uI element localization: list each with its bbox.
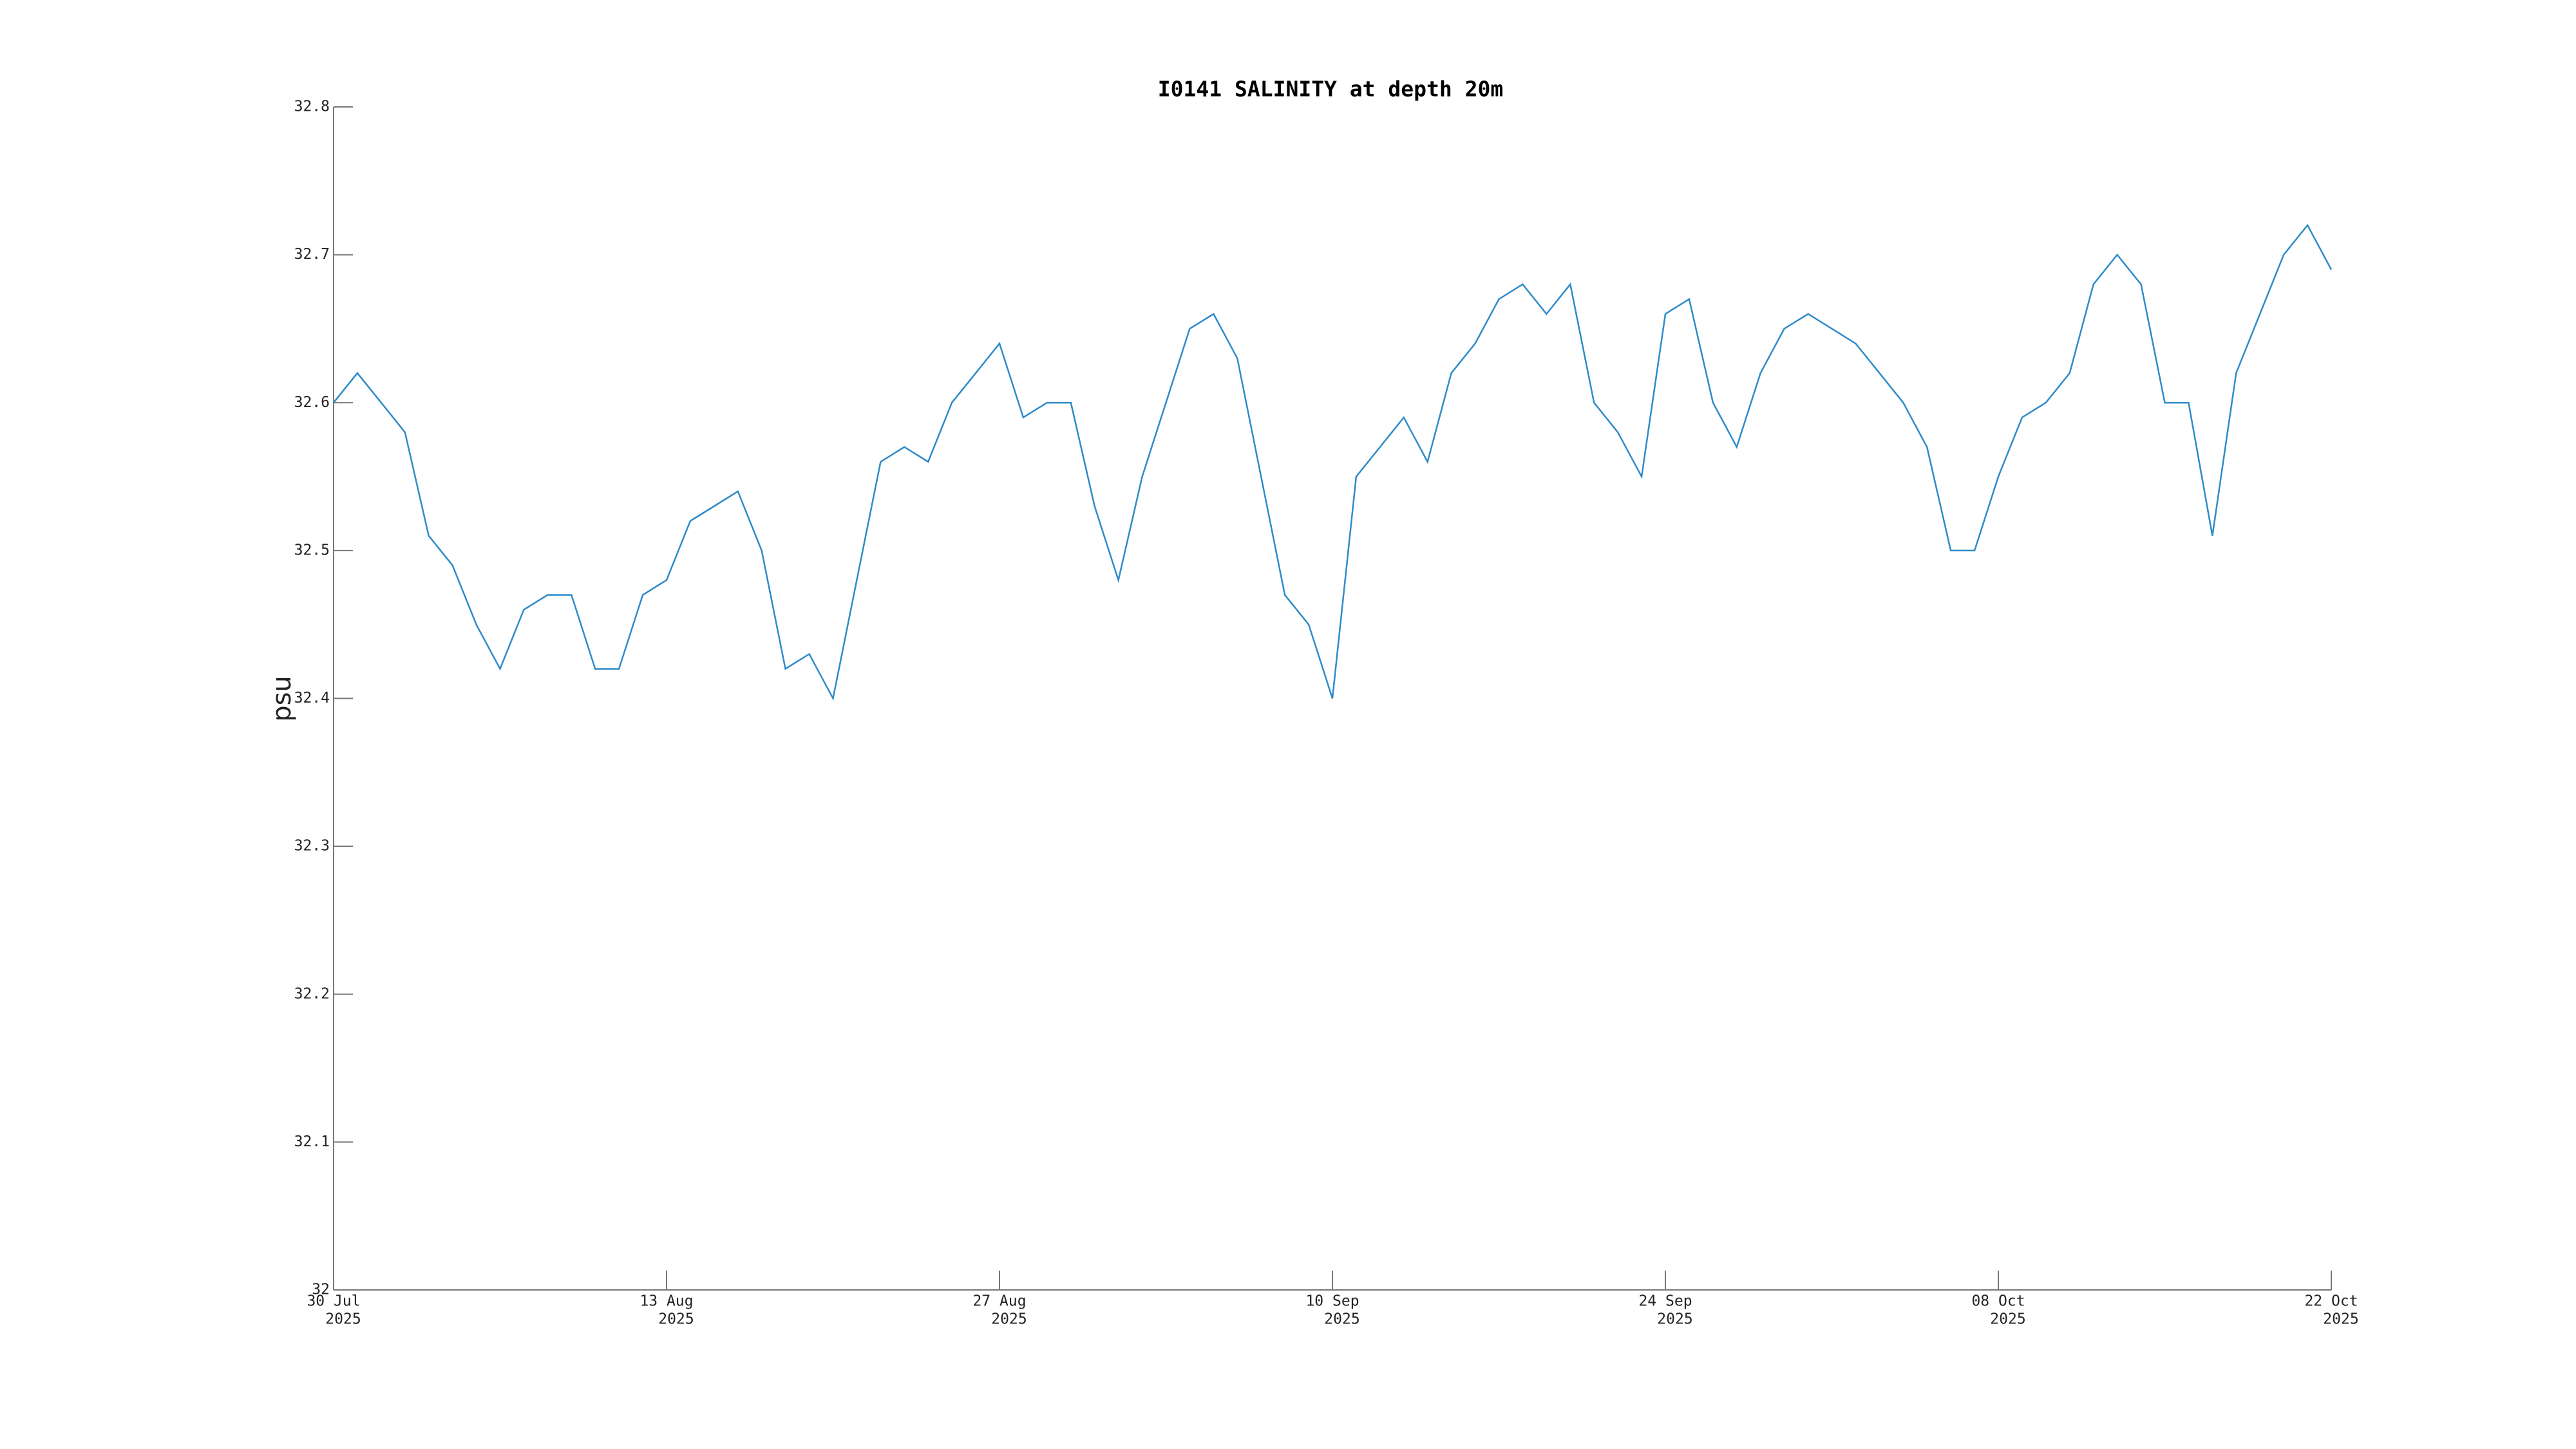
y-tick-label: 32.8	[294, 99, 330, 115]
x-tick-label: 2025	[1324, 1311, 1359, 1328]
chart-title: I0141 SALINITY at depth 20m	[1158, 77, 1503, 102]
x-tick-label: 2025	[991, 1311, 1027, 1328]
x-tick-label: 2025	[1657, 1311, 1692, 1328]
data-line	[333, 223, 2333, 701]
x-tick-label: 22 Oct	[2304, 1293, 2358, 1310]
x-tick-label: 08 Oct	[1971, 1293, 2025, 1310]
x-tick-label: 2025	[2323, 1311, 2358, 1328]
y-tick-label: 32.2	[294, 985, 330, 1002]
y-tick-label: 32.6	[294, 394, 330, 411]
x-tick-label: 2025	[325, 1311, 361, 1328]
y-tick-label: 32.4	[294, 690, 330, 706]
x-tick-label: 30 Jul	[307, 1293, 360, 1310]
x-tick-label: 27 Aug	[972, 1293, 1026, 1310]
y-tick-label: 32.1	[294, 1133, 330, 1150]
y-tick-label: 32.7	[294, 246, 330, 263]
x-tick-label: 13 Aug	[639, 1293, 693, 1310]
y-tick-label: 32.5	[294, 542, 330, 558]
y-tick-label: 32.3	[294, 838, 330, 855]
x-tick-label: 24 Sep	[1638, 1293, 1692, 1310]
y-tick-label: 32	[312, 1282, 330, 1298]
x-tick-label: 2025	[1990, 1311, 2025, 1328]
x-tick-label: 2025	[658, 1311, 694, 1328]
y-axis-label: psu	[267, 676, 297, 722]
x-tick-label: 10 Sep	[1305, 1293, 1359, 1310]
